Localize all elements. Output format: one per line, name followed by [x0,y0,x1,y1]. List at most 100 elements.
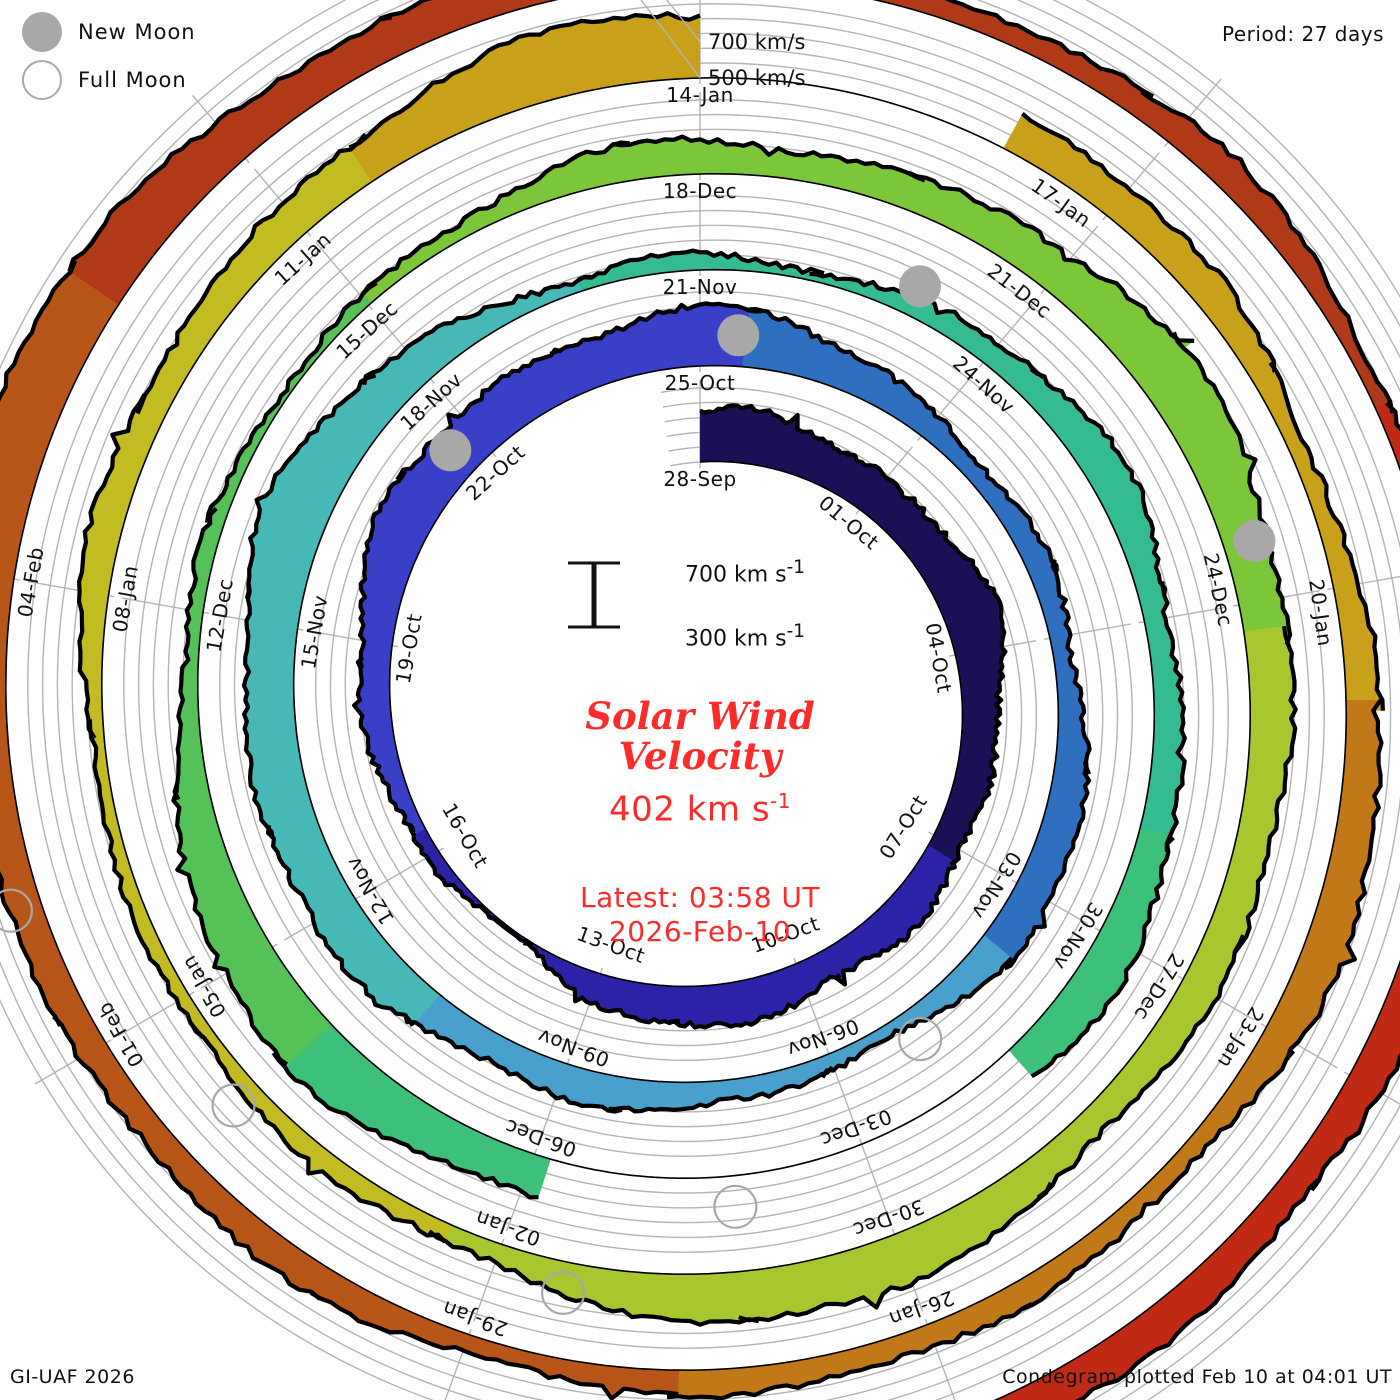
velocity-trace-segment [362,274,592,386]
velocity-trace-segment [611,134,926,183]
velocity-trace-segment [1233,625,1298,954]
ring-baseline [292,269,1060,1084]
velocity-band-segment [410,820,535,947]
velocity-trace-segment [87,719,205,1040]
velocity-trace-segment [1074,1178,1320,1400]
scale-top-label: 700 km s-1 [685,557,805,588]
ring-baseline [4,0,1347,1372]
period-label: Period: 27 days [1222,22,1384,46]
velocity-trace-segment [549,301,762,356]
velocity-band-segment [816,934,1012,1078]
velocity-trace-segment [1021,1049,1296,1311]
center-readout: 700 km s-1 300 km s-1 Solar Wind Velocit… [430,545,970,950]
velocity-trace-segment [699,403,851,458]
velocity-trace-segment [926,405,1059,572]
legend-item-new-moon: New Moon [22,8,196,56]
velocity-trace-segment [669,973,842,1030]
velocity-band-segment [700,405,850,490]
velocity-trace-segment [189,1021,447,1244]
velocity-band-segment [429,1217,759,1325]
title-line-1: Solar Wind [585,694,815,738]
velocity-band-segment [0,644,89,1026]
velocity-trace-segment [52,1015,322,1301]
velocity-band-segment [364,276,594,415]
legend-label-new-moon: New Moon [78,20,196,44]
velocity-band-segment [174,508,228,800]
moon-phase-legend: New Moon Full Moon [22,8,196,104]
page-title: Solar Wind Velocity [430,694,970,777]
velocity-trace-segment [1029,367,1168,597]
velocity-band-segment [137,134,388,426]
velocity-trace-segment [738,1181,1053,1323]
velocity-band-segment [1203,626,1296,952]
velocity-band-segment [246,375,405,611]
velocity-trace-segment [172,506,218,801]
velocity-band-segment [69,17,408,305]
velocity-trace-segment [271,1051,539,1200]
velocity-trace-segment [522,941,680,1026]
velocity-band-segment [310,1267,679,1399]
velocity-trace-segment [1021,112,1277,373]
velocity-trace-segment [1160,581,1187,852]
velocity-band-segment [611,136,925,212]
scale-bottom-label: 300 km s-1 [685,621,805,652]
radial-scale-label: 700 km/s [708,30,805,54]
full-moon-marker [0,888,33,933]
velocity-trace-segment [834,859,957,987]
ring-baseline [197,173,1156,1179]
full-moon-icon [22,60,62,100]
velocity-band-segment [895,172,1195,383]
velocity-trace-segment [1268,361,1385,711]
velocity-band-segment [995,1161,1319,1400]
velocity-trace-segment [666,1301,1033,1400]
legend-label-full-moon: Full Moon [78,68,187,92]
velocity-band-segment [379,0,555,57]
velocity-trace-segment [1140,90,1395,414]
current-velocity-value: 402 km s-1 [609,788,791,830]
velocity-trace-segment [265,824,415,1027]
velocity-trace-segment [76,393,147,740]
latest-time: Latest: 03:58 UT [579,881,821,915]
velocity-band-segment [608,1054,833,1112]
velocity-band-segment [1287,962,1400,1191]
velocity-band-segment [1008,827,1174,1077]
velocity-trace-segment [949,709,1003,867]
velocity-trace-segment [960,554,1008,715]
new-moon-icon [22,12,62,52]
velocity-band-segment [1027,559,1090,775]
velocity-band-segment [1258,700,1382,1060]
velocity-trace-segment [944,0,1155,99]
velocity-trace-segment [845,450,969,561]
velocity-band-segment [1249,362,1383,711]
velocity-band-segment [191,1015,453,1242]
velocity-band-segment [742,309,935,435]
velocity-trace-segment [403,1013,623,1114]
velocity-trace-segment [1050,559,1092,775]
velocity-trace-segment [1003,760,1092,971]
radial-scale-labels: 700 km/s 500 km/s [640,0,805,90]
new-moon-marker [899,265,941,308]
velocity-band-segment [89,718,213,1038]
velocity-trace-segment [407,825,534,949]
latest-date: 2026-Feb-10 [608,915,792,949]
velocity-band-segment [1017,920,1244,1198]
velocity-trace-segment [0,260,78,402]
legend-item-full-moon: Full Moon [22,56,196,104]
velocity-trace-segment [428,1229,760,1327]
velocity-trace-segment [1310,1053,1400,1192]
velocity-trace-segment [820,956,1014,1079]
full-moon-marker [898,1016,943,1062]
date-label: 25-Oct [665,371,736,395]
full-moon-marker [540,1270,586,1316]
velocity-band-segment [173,778,332,1065]
ring-baseline [388,365,964,988]
velocity-trace-segment [171,782,289,1067]
velocity-scale-bar: 700 km s-1 300 km s-1 [430,545,970,655]
moon-marker-layer [0,265,1276,1316]
velocity-band-segment [875,0,1154,118]
velocity-band-segment [669,948,840,1028]
velocity-band-segment [405,986,628,1112]
velocity-band-segment [667,1280,1032,1399]
